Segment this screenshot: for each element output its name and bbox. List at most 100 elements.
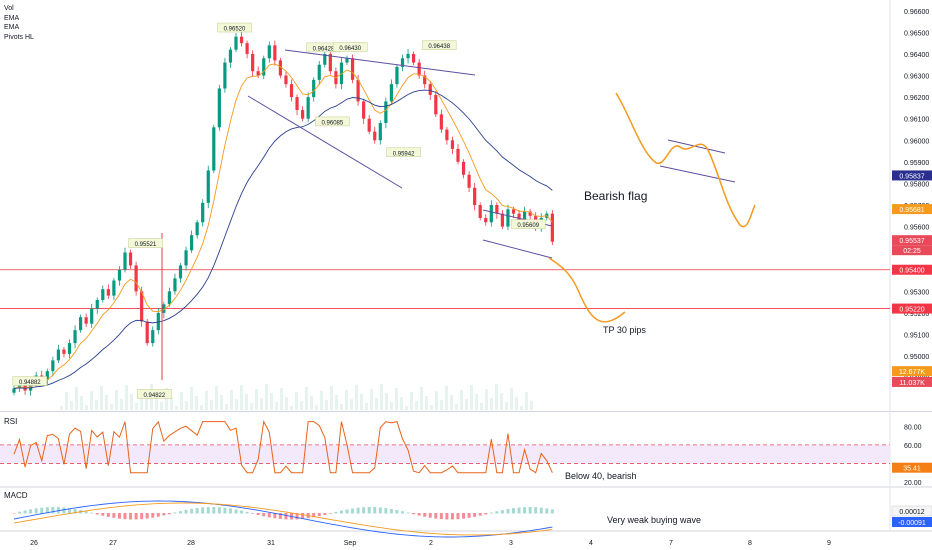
rsi-annotation: Below 40, bearish: [565, 471, 637, 481]
candle-body: [267, 45, 271, 59]
volume-bar: [500, 393, 503, 410]
candle-body: [423, 75, 427, 85]
macd-histogram-bar: [68, 508, 71, 514]
macd-histogram-bar: [550, 509, 554, 514]
macd-histogram-bar: [267, 513, 271, 518]
rsi-line: [13, 420, 553, 474]
pivot-label: 0.96430: [339, 46, 361, 52]
volume-bar: [305, 387, 308, 410]
pivot-label-box: [12, 376, 48, 386]
bearish-flag-annotation: Bearish flag: [584, 189, 648, 203]
volume-bar: [455, 404, 458, 410]
candle-body: [134, 265, 138, 292]
macd-value-label: 0.00012: [899, 509, 924, 516]
macd-histogram-bar: [123, 513, 127, 520]
macd-histogram-bar: [356, 507, 360, 514]
price-tick-label: 0.96500: [904, 30, 929, 37]
price-badge-label: 0.95837: [899, 173, 924, 180]
candle-body: [195, 222, 199, 236]
macd-histogram-bar: [278, 513, 282, 519]
candle-body: [23, 381, 27, 391]
volume-bar: [190, 387, 193, 410]
macd-histogram-bar: [134, 513, 138, 520]
candle-body: [489, 205, 493, 223]
candle-body: [317, 64, 321, 80]
candle-body: [345, 58, 349, 63]
legend-vol[interactable]: Vol: [4, 5, 14, 12]
volume-bar: [270, 393, 273, 410]
volume-bar: [175, 406, 178, 410]
macd-histogram-bar: [284, 513, 288, 520]
volume-bar: [390, 402, 393, 410]
flag-lower-line: [482, 239, 553, 259]
price-badge: [892, 376, 932, 387]
price-badge: [892, 170, 932, 181]
candle-body: [112, 280, 116, 296]
macd-histogram-bar: [395, 509, 399, 514]
candle-body: [62, 349, 66, 354]
macd-histogram-bar: [156, 513, 160, 517]
volume-bar: [310, 396, 313, 410]
price-badge: [892, 366, 932, 377]
volume-bar: [285, 397, 288, 410]
sketch-flag-lower: [659, 165, 736, 183]
candle-body: [506, 209, 510, 227]
macd-histogram-bar: [345, 509, 349, 514]
volume-bar: [380, 384, 383, 410]
pivot-label-box: [332, 42, 368, 52]
legend-pivots[interactable]: Pivots HL: [4, 33, 34, 41]
volume-bar: [330, 386, 333, 410]
price-tick-label: 0.95200: [904, 311, 929, 318]
candle-body: [217, 88, 221, 128]
volume-bar: [260, 398, 263, 410]
macd-histogram-bar: [373, 507, 377, 514]
candle-body: [301, 110, 305, 119]
volume-bar: [220, 395, 223, 410]
legend-ema-2[interactable]: EMA: [4, 24, 20, 31]
macd-histogram-bar: [384, 508, 388, 514]
pivot-label: 0.95942: [393, 151, 415, 157]
volume-bar: [280, 388, 283, 410]
volume-bar: [210, 400, 213, 410]
macd-histogram-bar: [228, 508, 232, 514]
candle-body: [328, 53, 332, 72]
price-tick-label: 0.96300: [904, 74, 929, 81]
legend-ema-1[interactable]: EMA: [4, 14, 20, 22]
macd-histogram-bar: [367, 507, 371, 514]
rsi-tick-label: 80.00: [904, 424, 922, 431]
macd-histogram-bar: [445, 513, 449, 520]
sketch-flag-upper: [667, 139, 726, 154]
macd-histogram-bar: [406, 512, 410, 514]
volume-bar: [410, 392, 413, 410]
rsi-value-badge: [892, 462, 932, 473]
macd-histogram-bar: [339, 510, 343, 514]
pivot-label-box: [315, 116, 350, 127]
price-tick-label: 0.96100: [904, 117, 929, 124]
volume-bar: [70, 401, 73, 410]
price-tick-label: 0.95900: [904, 160, 929, 167]
volume-bar: [115, 390, 118, 410]
price-tick-label: 0.95800: [904, 181, 929, 188]
candle-body: [528, 211, 532, 216]
volume-bar: [170, 397, 173, 410]
candle-body: [84, 317, 88, 324]
candle-body: [395, 66, 399, 85]
volume-bar: [140, 389, 143, 410]
volume-bar: [435, 391, 438, 410]
candle-body: [206, 170, 210, 203]
candle-body: [461, 161, 466, 175]
macd-value-badge: [892, 517, 932, 527]
candle-body: [45, 371, 49, 380]
rsi-panel-label: RSI: [4, 417, 18, 426]
macd-histogram-bar: [40, 507, 44, 514]
candle-body: [278, 60, 282, 76]
macd-histogram-bar: [489, 512, 493, 514]
date-tick-label: 28: [187, 540, 195, 547]
candle-body: [67, 343, 72, 354]
price-badge: [892, 235, 932, 246]
candle-body: [262, 58, 266, 76]
volume-bar: [60, 406, 63, 410]
macd-histogram-bar: [417, 513, 421, 516]
macd-histogram-bar: [212, 507, 216, 514]
